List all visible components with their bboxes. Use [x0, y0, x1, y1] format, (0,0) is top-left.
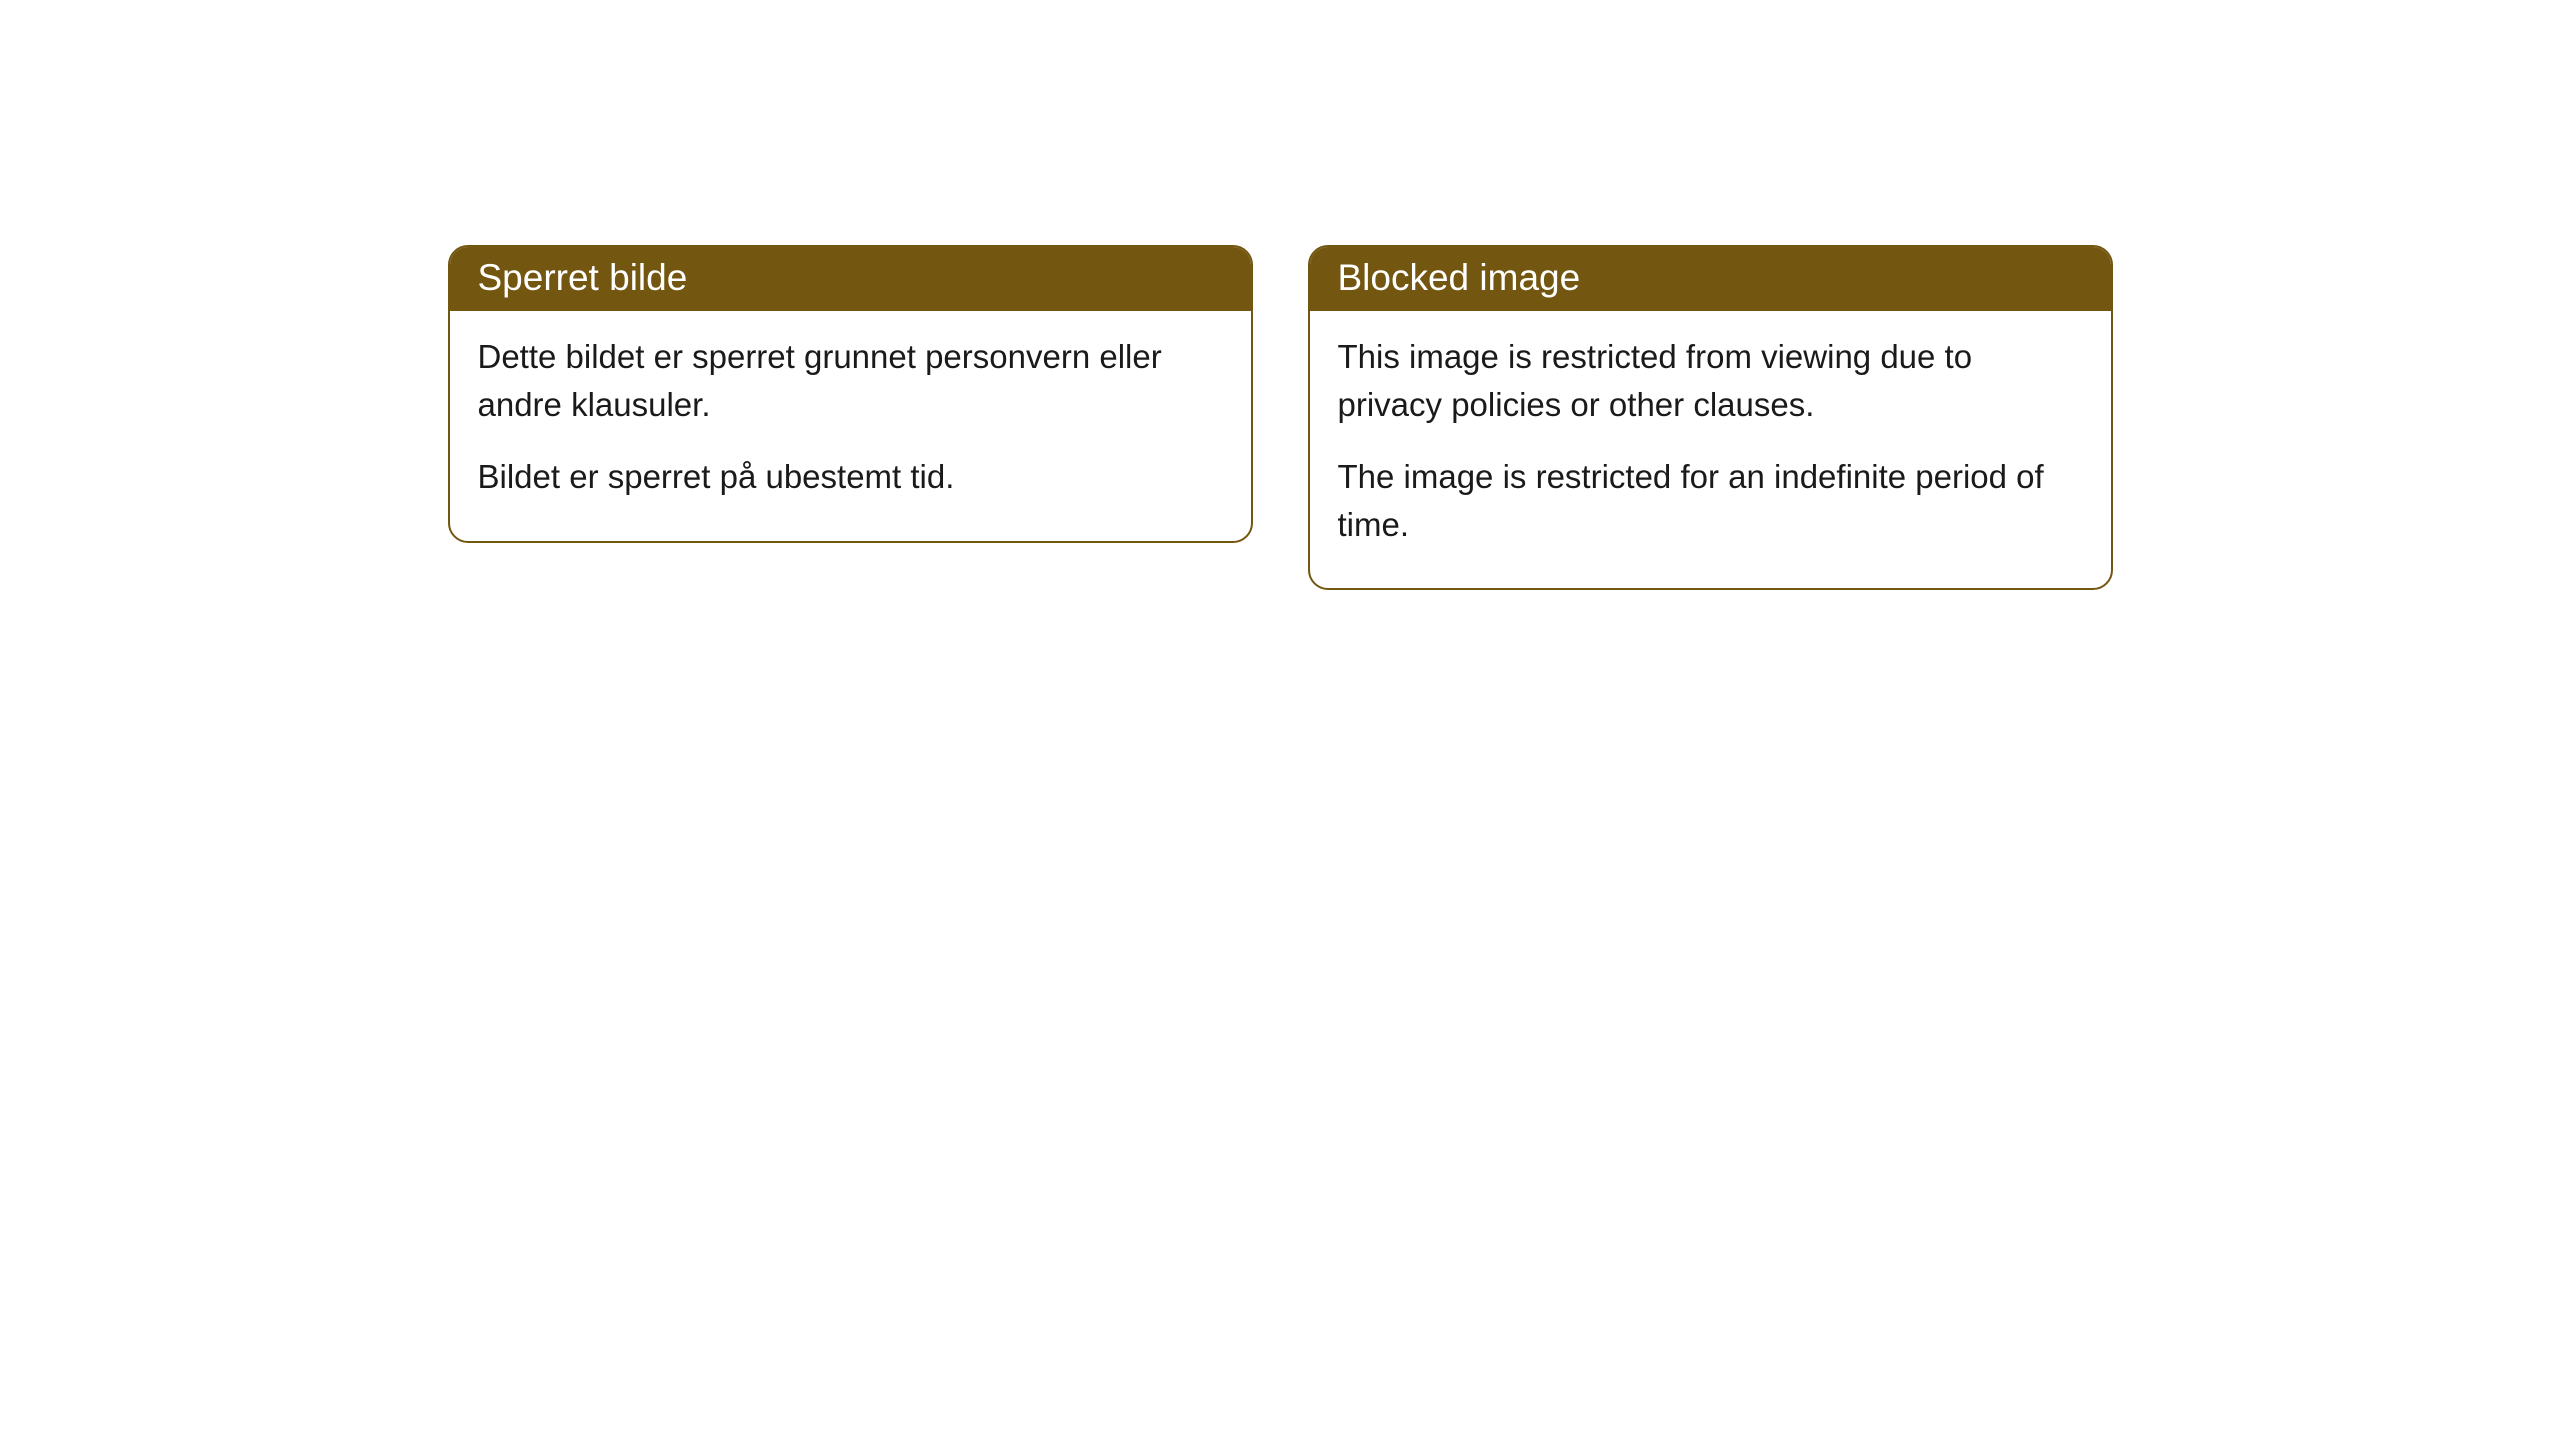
notice-body: This image is restricted from viewing du… — [1310, 311, 2111, 588]
notice-header: Sperret bilde — [450, 247, 1251, 311]
notice-paragraph: The image is restricted for an indefinit… — [1338, 453, 2083, 549]
notice-card-norwegian: Sperret bilde Dette bildet er sperret gr… — [448, 245, 1253, 543]
notice-paragraph: Dette bildet er sperret grunnet personve… — [478, 333, 1223, 429]
notice-paragraph: Bildet er sperret på ubestemt tid. — [478, 453, 1223, 501]
notice-header: Blocked image — [1310, 247, 2111, 311]
notice-card-english: Blocked image This image is restricted f… — [1308, 245, 2113, 590]
notice-body: Dette bildet er sperret grunnet personve… — [450, 311, 1251, 541]
notice-paragraph: This image is restricted from viewing du… — [1338, 333, 2083, 429]
